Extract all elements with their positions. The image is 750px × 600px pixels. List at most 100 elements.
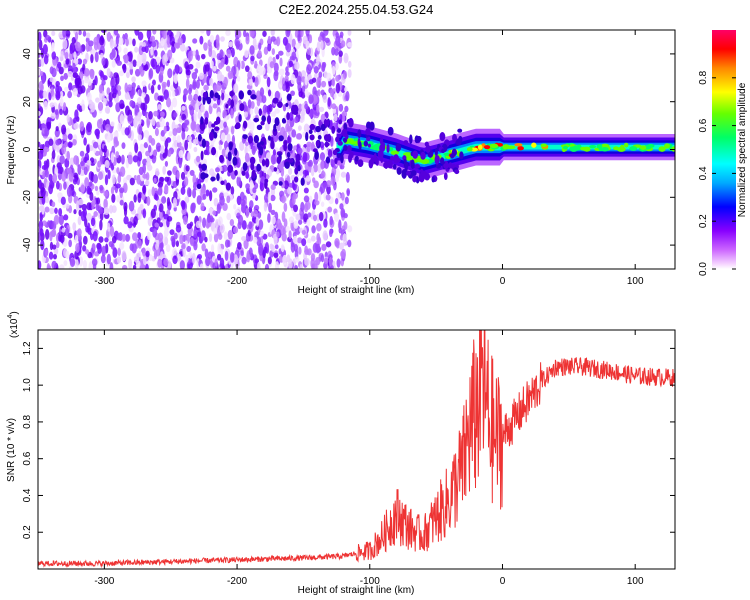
noise-cell <box>316 103 320 113</box>
noise-cell <box>230 125 235 135</box>
noise-cell <box>161 81 167 88</box>
noise-cell <box>244 152 250 163</box>
noise-cell <box>145 250 150 258</box>
noise-cell <box>375 157 379 166</box>
noise-cell <box>227 70 234 80</box>
noise-cell <box>172 97 178 108</box>
noise-cell <box>132 264 137 269</box>
y-tick-label: -40 <box>22 237 33 252</box>
noise-cell <box>202 91 208 98</box>
noise-cell <box>253 236 258 244</box>
noise-cell <box>147 216 153 227</box>
noise-cell <box>238 113 242 123</box>
noise-cell <box>277 101 283 109</box>
noise-cell <box>270 30 276 37</box>
noise-cell <box>145 263 149 269</box>
noise-cell <box>196 54 201 61</box>
noise-cell <box>49 207 55 215</box>
noise-cell <box>270 154 276 165</box>
noise-cell <box>131 76 136 83</box>
noise-cell <box>335 136 340 143</box>
noise-cell <box>313 180 319 189</box>
noise-cell <box>57 61 62 69</box>
noise-cell <box>244 49 249 59</box>
noise-cell <box>163 258 169 266</box>
noise-cell <box>414 135 419 144</box>
noise-cell <box>346 189 350 197</box>
noise-cell <box>334 237 340 248</box>
noise-cell <box>302 151 308 163</box>
noise-cell <box>200 202 205 212</box>
noise-cell <box>257 50 262 58</box>
noise-cell <box>335 82 341 94</box>
noise-cell <box>291 129 297 138</box>
noise-cell <box>331 46 336 56</box>
noise-cell <box>55 125 59 132</box>
noise-cell <box>40 84 44 91</box>
noise-cell <box>66 203 70 209</box>
noise-cell <box>110 186 115 195</box>
noise-cell <box>45 196 49 204</box>
noise-cell <box>93 211 98 218</box>
noise-cell <box>294 264 298 269</box>
signal-peak <box>404 155 413 161</box>
noise-cell <box>51 42 55 53</box>
noise-cell <box>102 75 108 81</box>
noise-cell <box>129 63 133 70</box>
noise-cell <box>307 212 312 218</box>
noise-cell <box>273 123 277 132</box>
noise-cell <box>211 123 216 128</box>
noise-cell <box>229 90 234 97</box>
noise-cell <box>172 90 176 98</box>
noise-cell <box>80 160 85 167</box>
noise-cell <box>319 152 326 161</box>
noise-cell <box>147 189 152 197</box>
noise-cell <box>227 229 233 240</box>
noise-cell <box>219 195 225 206</box>
noise-cell <box>89 181 93 187</box>
noise-cell <box>49 66 54 75</box>
noise-cell <box>157 84 161 91</box>
noise-cell <box>288 60 294 68</box>
noise-cell <box>73 155 79 165</box>
snr-y-multiplier-close: ) <box>9 311 20 314</box>
noise-cell <box>194 93 198 101</box>
noise-cell <box>59 108 64 116</box>
noise-cell <box>128 200 135 212</box>
noise-cell <box>210 60 214 68</box>
noise-cell <box>199 35 204 45</box>
noise-cell <box>343 144 348 151</box>
noise-cell <box>99 118 103 125</box>
noise-cell <box>262 144 266 150</box>
noise-cell <box>67 133 73 140</box>
noise-cell <box>200 230 206 241</box>
noise-cell <box>266 114 272 125</box>
noise-cell <box>226 133 231 144</box>
signal-peak <box>390 150 399 156</box>
noise-cell <box>148 110 153 120</box>
noise-cell <box>313 72 318 79</box>
noise-cell <box>55 90 61 101</box>
noise-cell <box>95 97 100 103</box>
noise-cell <box>123 206 128 217</box>
noise-cell <box>224 56 229 66</box>
noise-cell <box>127 115 133 122</box>
noise-cell <box>308 94 314 104</box>
noise-cell <box>96 190 100 196</box>
noise-cell <box>268 103 273 113</box>
noise-cell <box>86 121 93 133</box>
noise-cell <box>207 213 211 223</box>
noise-cell <box>134 30 140 36</box>
noise-cell <box>44 229 50 240</box>
noise-cell <box>86 144 90 154</box>
noise-cell <box>164 183 169 195</box>
noise-cell <box>286 254 291 263</box>
noise-cell <box>312 148 318 153</box>
x-tick-label: -200 <box>227 276 247 287</box>
noise-cell <box>89 68 95 77</box>
noise-cell <box>198 72 205 80</box>
noise-cell <box>270 136 274 144</box>
spectrogram-y-ticks: -40 -20 0 20 40 <box>22 48 675 252</box>
noise-cell <box>220 180 225 185</box>
noise-cell <box>163 228 169 238</box>
